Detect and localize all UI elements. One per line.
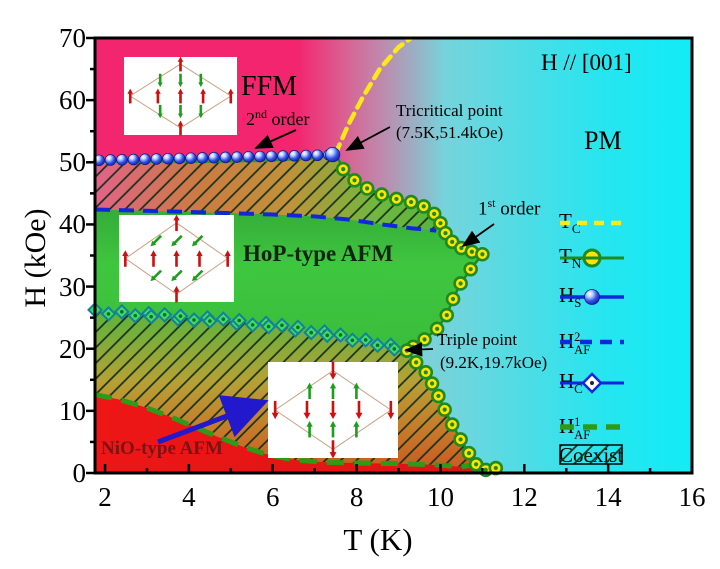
inset-nio-spin-structure [268, 361, 398, 459]
nio-afm-region [95, 394, 491, 473]
triple-point-value: (9.2K,19.7kOe) [440, 353, 548, 372]
legend-label-hc: HC [559, 369, 583, 397]
phase-label-hop-afm: HoP-type AFM [243, 241, 394, 266]
y-tick-label: 10 [59, 395, 86, 426]
legend-label-sup: 1 [574, 415, 581, 430]
y-tick-label: 70 [59, 23, 86, 53]
y-tick-label: 30 [59, 271, 86, 302]
y-tick-label: 20 [59, 333, 86, 364]
nio-inset-pointer-arrow [157, 395, 269, 445]
legend-label-sub: S [574, 295, 582, 310]
tn-markers [335, 161, 504, 478]
legend-label-supsub: 2 AF [574, 331, 590, 356]
legend-marker-haf1 [560, 424, 624, 430]
legend-label-main: H [559, 283, 575, 307]
haf2-line [95, 207, 437, 233]
legend-item-hs: HS [556, 283, 624, 311]
legend-label-sub: AF [574, 427, 591, 442]
hc-markers [87, 302, 403, 357]
legend-marker-hs [560, 289, 624, 305]
legend-label-tn: TN [559, 244, 581, 272]
legend-item-haf1: H1AF [556, 413, 624, 441]
x-tick-label: 4 [182, 482, 196, 512]
y-tick-label: 50 [59, 147, 86, 178]
x-tick-label: 10 [426, 482, 454, 512]
axis-ticks [86, 36, 694, 475]
second-order-annotation: 2nd order [246, 107, 309, 130]
legend-label-main: H [559, 369, 575, 393]
first-order-sup: st [487, 196, 496, 210]
tricritical-point-label: Tricritical point [396, 101, 503, 120]
phase-label-ffm: FFM [241, 71, 298, 102]
x-tick-label: 8 [349, 482, 364, 512]
legend-item-coexist: Coexist [558, 441, 623, 469]
tn-line [334, 153, 497, 472]
legend-item-haf2: H2AF [556, 328, 624, 356]
inset-hop-spin-structure [119, 214, 234, 303]
second-order-rest: order [267, 109, 310, 129]
legend-marker-tn [560, 248, 624, 268]
x-tick-label: 16 [678, 482, 706, 512]
y-tick-label: 60 [59, 85, 86, 116]
legend-label-hs: HS [559, 283, 581, 311]
legend-label-supsub: 1 AF [574, 416, 590, 441]
legend-item-tc: TC [556, 209, 624, 237]
legend-marker-hc [560, 372, 624, 394]
inset-ffm-spin-structure [124, 56, 237, 136]
legend-marker-coexist [559, 444, 623, 465]
first-order-rest: order [495, 198, 541, 220]
second-order-num: 2 [246, 109, 255, 129]
legend-label-sup: 2 [574, 330, 581, 345]
legend-marker-tc [560, 220, 624, 226]
phase-label-nio-afm: NiO-type AFM [101, 438, 223, 459]
x-axis-label: T (K) [343, 522, 413, 557]
first-order-num: 1 [478, 198, 488, 220]
first-order-annotation: 1st order [478, 196, 540, 220]
annotation-arrows [254, 126, 495, 357]
legend-label-sub: AF [574, 342, 591, 357]
legend-label-sub: N [571, 256, 582, 271]
tc-line [333, 38, 414, 156]
x-tick-label: 14 [594, 482, 622, 512]
x-tick-label: 2 [98, 482, 112, 512]
second-order-sup: nd [255, 107, 267, 121]
phase-label-pm: PM [584, 126, 622, 155]
legend-label-sub: C [571, 221, 581, 236]
legend-label-sub: C [574, 381, 583, 396]
y-tick-label: 40 [59, 209, 86, 240]
legend-label-main: T [559, 244, 572, 268]
x-tick-label: 12 [510, 482, 538, 512]
legend-item-tn: TN [556, 244, 624, 272]
legend-item-hc: HC [556, 369, 624, 397]
field-direction-label: H // [001] [541, 50, 632, 75]
haf1-line [95, 392, 477, 470]
triple-point-label: Triple point [437, 330, 518, 349]
tricritical-point-value: (7.5K,51.4kOe) [396, 123, 504, 142]
y-tick-label: 0 [72, 458, 87, 488]
hs-markers [93, 146, 341, 167]
legend-marker-haf2 [560, 339, 624, 345]
x-tick-label: 6 [266, 482, 280, 512]
